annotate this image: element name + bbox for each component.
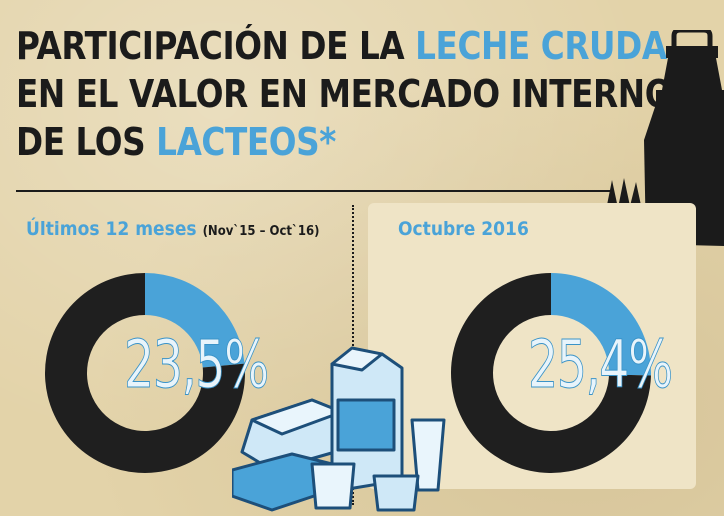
title-line3-b: LACTEOS* — [156, 120, 336, 164]
donut-slice-0-1 — [45, 273, 246, 473]
title-line2: EN EL VALOR EN MERCADO INTERNO — [16, 72, 673, 116]
chart-left-subtitle: (Nov`15 – Oct`16) — [202, 224, 320, 239]
chart-left-title-text: Últimos 12 meses — [26, 218, 197, 240]
chart-right-value-label: 25,4% — [528, 326, 674, 404]
chart-left-value-label: 23,5% — [124, 326, 270, 404]
donut-chart-left — [45, 273, 246, 473]
donut-chart-right — [450, 273, 651, 473]
chart-left-title: Últimos 12 meses (Nov`15 – Oct`16) — [26, 218, 319, 240]
title-line1-a: PARTICIPACIÓN DE LA — [16, 24, 416, 68]
donut-slice-1-1 — [450, 273, 651, 473]
chart-right-title: Octubre 2016 — [398, 218, 529, 240]
donut-slice-0-0 — [145, 273, 245, 368]
page-title: PARTICIPACIÓN DE LA LECHE CRUDA EN EL VA… — [16, 22, 673, 166]
title-line3-a: DE LOS — [16, 120, 157, 164]
dairy-products-icon — [232, 346, 446, 512]
donut-slice-1-0 — [551, 273, 651, 376]
title-divider — [16, 190, 610, 192]
title-line1-b: LECHE CRUDA — [415, 24, 667, 68]
